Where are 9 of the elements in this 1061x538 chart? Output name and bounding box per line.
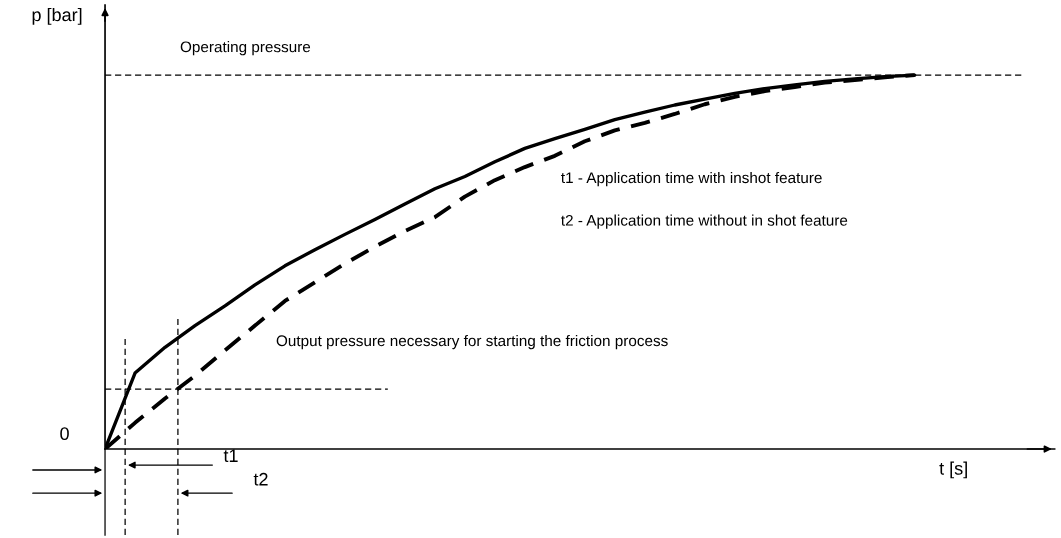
annotation: t1 - Application time with inshot feature	[561, 171, 822, 187]
ref-line-label: Operating pressure	[180, 41, 311, 56]
annotation: Output pressure necessary for starting the friction process	[276, 334, 668, 350]
x-axis-title: t [s]	[939, 461, 967, 479]
text: t2	[253, 472, 268, 486]
y-axis-title: p [bar]	[32, 7, 82, 25]
annotation: t2 - Application time without in shot feature	[561, 214, 848, 229]
text: 0	[60, 427, 69, 441]
text: t1	[223, 449, 238, 463]
